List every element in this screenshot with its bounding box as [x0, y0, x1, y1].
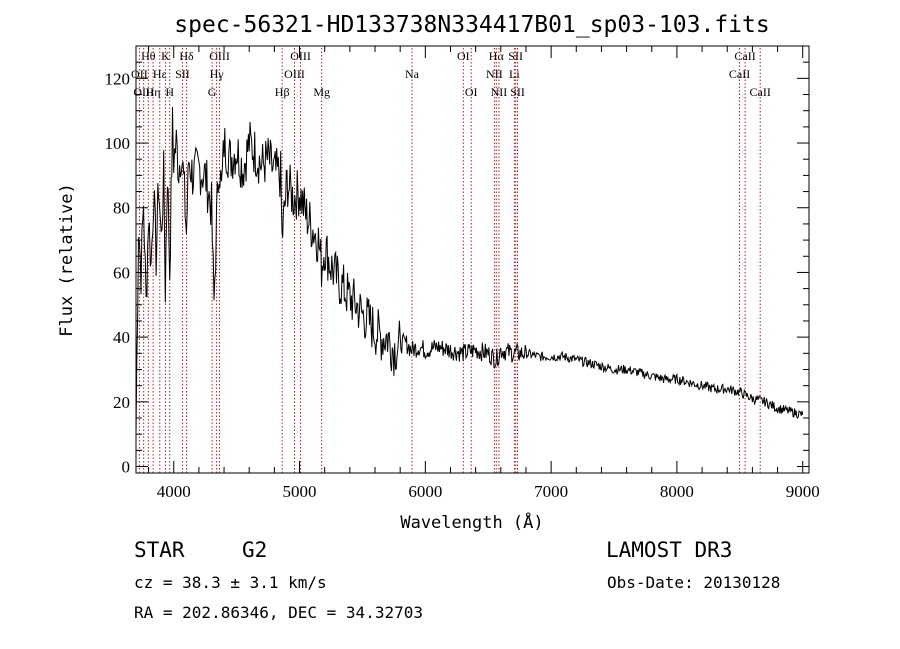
line-label: G — [208, 85, 217, 99]
line-label: Na — [405, 67, 420, 81]
line-label: NII — [486, 67, 503, 81]
ra-dec-coordinates: RA = 202.86346, DEC = 34.32703 — [134, 603, 423, 622]
line-label: Hδ — [179, 49, 194, 63]
plot-frame — [135, 45, 810, 474]
line-label: OIII — [284, 67, 305, 81]
line-label: CaII — [729, 67, 750, 81]
line-label: OIII — [290, 49, 311, 63]
x-tick-label: 4000 — [157, 482, 191, 501]
line-label: SII — [175, 67, 190, 81]
line-label: Hθ — [141, 49, 156, 63]
line-label: Hα — [489, 49, 505, 63]
line-label: H — [165, 85, 174, 99]
y-tick-label: 120 — [105, 69, 131, 88]
y-tick-label: 20 — [113, 393, 130, 412]
x-axis-label: Wavelength (Å) — [400, 511, 543, 533]
line-label: Mg — [313, 85, 330, 99]
x-tick-label: 8000 — [660, 482, 694, 501]
y-tick-label: 0 — [122, 458, 131, 477]
object-subclass: G2 — [242, 538, 268, 562]
line-label: Hε — [153, 67, 167, 81]
line-label: NII — [491, 85, 508, 99]
line-label: SII — [510, 85, 525, 99]
line-label: SII — [508, 49, 523, 63]
y-axis-ticks: 0 20 40 60 80 100 120 — [105, 61, 809, 477]
line-label: Hγ — [210, 67, 225, 81]
survey-name: LAMOST DR3 — [606, 538, 733, 562]
line-label: Hβ — [275, 85, 290, 99]
line-label: OII — [131, 67, 148, 81]
observation-date: Obs-Date: 20130128 — [607, 573, 781, 592]
line-label: Li — [509, 67, 520, 81]
line-label: CaII — [750, 85, 771, 99]
line-label: OIII — [209, 49, 230, 63]
x-tick-label: 9000 — [786, 482, 820, 501]
redshift-cz: cz = 38.3 ± 3.1 km/s — [134, 573, 327, 592]
chart-title: spec-56321-HD133738N334417B01_sp03-103.f… — [174, 12, 769, 38]
x-tick-label: 7000 — [534, 482, 568, 501]
line-label: Hη — [146, 85, 161, 99]
line-label: K — [161, 49, 170, 63]
line-label: OI — [457, 49, 470, 63]
x-axis-ticks: 4000 5000 6000 7000 8000 9000 — [148, 46, 820, 501]
spectrum-line — [135, 106, 804, 435]
y-tick-label: 40 — [113, 328, 130, 347]
object-class: STAR — [134, 538, 185, 562]
x-tick-label: 5000 — [283, 482, 317, 501]
y-axis-label: Flux (relative) — [57, 183, 77, 337]
x-tick-label: 6000 — [408, 482, 442, 501]
y-tick-label: 100 — [105, 134, 131, 153]
y-tick-label: 80 — [113, 199, 130, 218]
spectrum-series — [135, 106, 804, 435]
line-label: OI — [465, 85, 478, 99]
line-label: OIII — [133, 85, 154, 99]
y-tick-label: 60 — [113, 263, 130, 282]
